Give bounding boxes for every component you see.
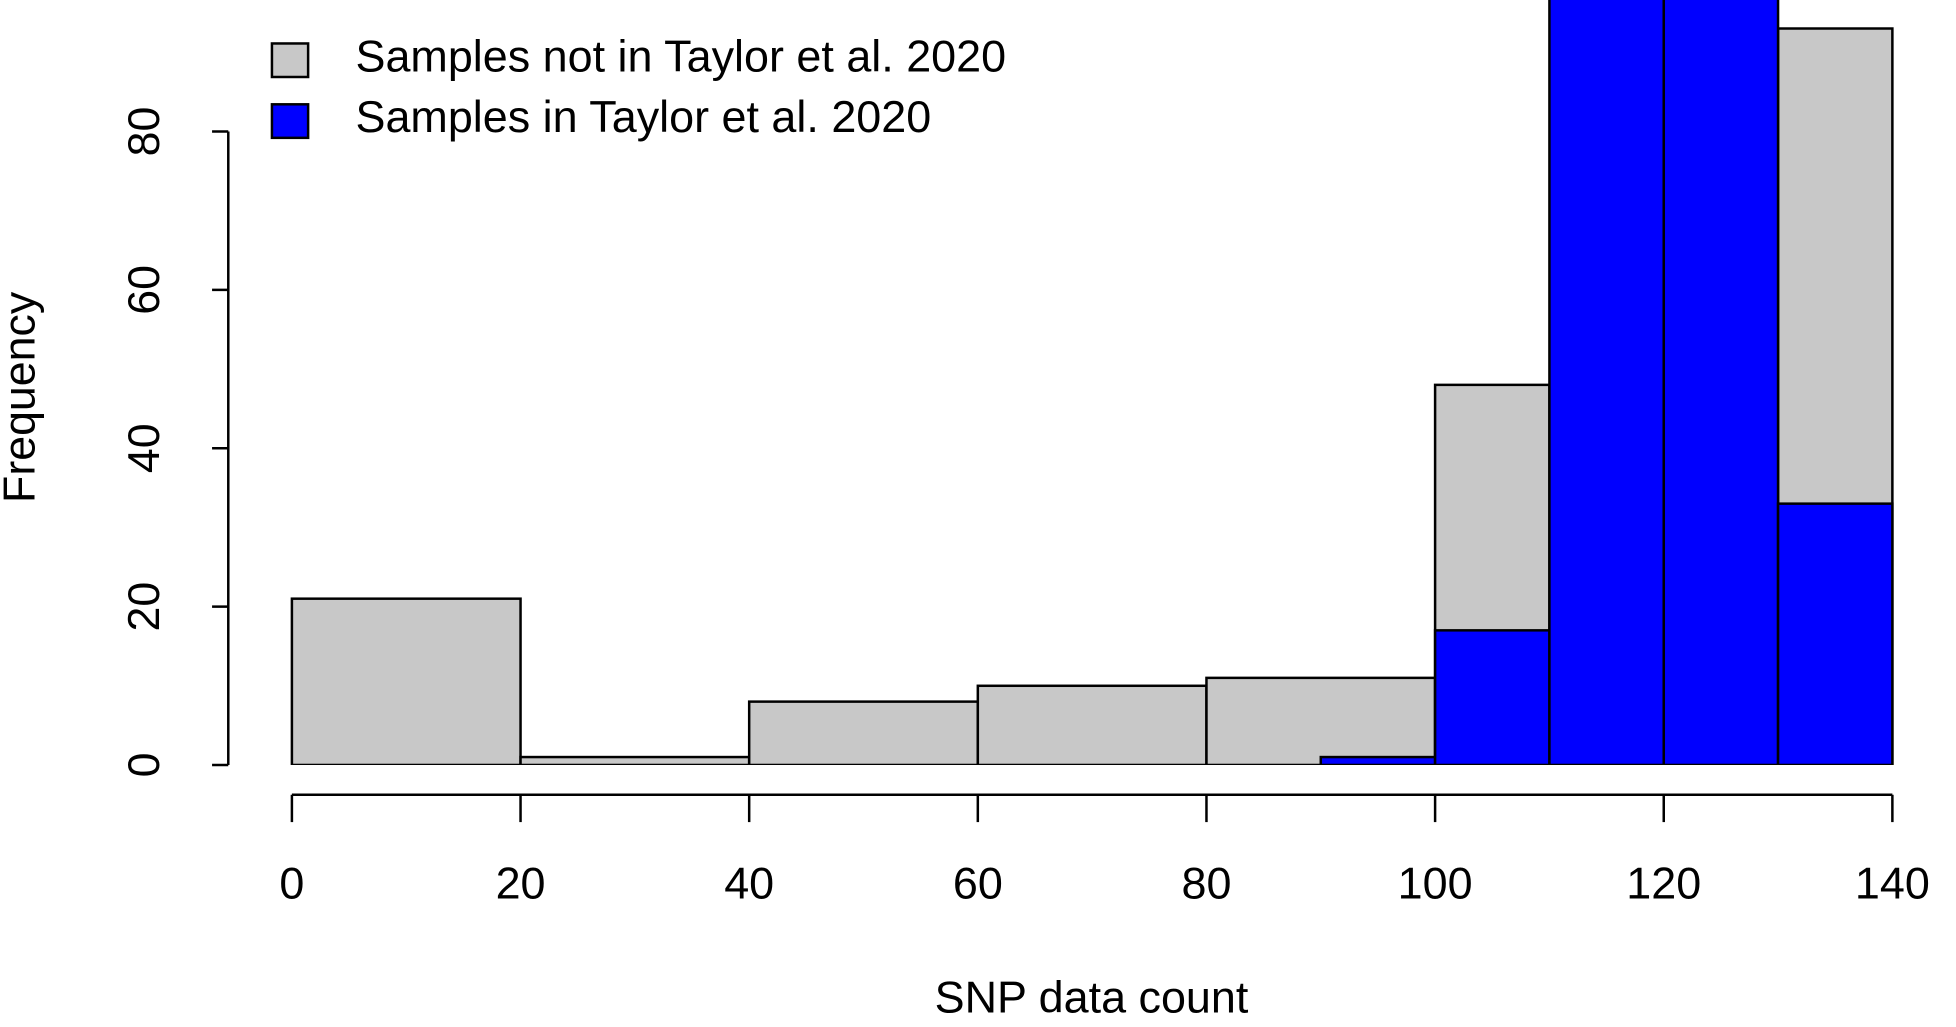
bar <box>747 700 980 765</box>
bar <box>1433 629 1551 765</box>
y-tick-label: 0 <box>119 753 169 778</box>
x-tick-label: 20 <box>496 859 546 909</box>
x-tick-label: 80 <box>1181 859 1231 909</box>
y-tick-label: 20 <box>119 582 169 632</box>
y-axis-title: Frequency <box>0 291 44 503</box>
legend-swatch <box>270 42 310 79</box>
plot-area <box>290 0 1894 765</box>
bar <box>1205 676 1437 765</box>
x-tick-label: 40 <box>724 859 774 909</box>
bar <box>1776 502 1894 765</box>
x-tick-label: 140 <box>1855 859 1930 909</box>
legend-swatch <box>270 103 310 140</box>
bar <box>290 597 522 765</box>
x-tick-label: 100 <box>1398 859 1473 909</box>
y-tick-label: 60 <box>119 265 169 315</box>
x-tick-label: 0 <box>279 859 304 909</box>
bar <box>1548 0 1665 765</box>
x-tick-label: 120 <box>1626 859 1701 909</box>
bar <box>1319 755 1437 765</box>
y-tick-label: 40 <box>119 423 169 473</box>
y-tick-label: 80 <box>119 107 169 157</box>
x-axis-title: SNP data count <box>935 973 1249 1023</box>
bar <box>1662 0 1780 765</box>
bar <box>976 684 1208 765</box>
legend-label: Samples not in Taylor et al. 2020 <box>356 31 1007 81</box>
legend-label: Samples in Taylor et al. 2020 <box>356 92 932 142</box>
bar <box>519 755 751 765</box>
x-tick-label: 60 <box>953 859 1003 909</box>
